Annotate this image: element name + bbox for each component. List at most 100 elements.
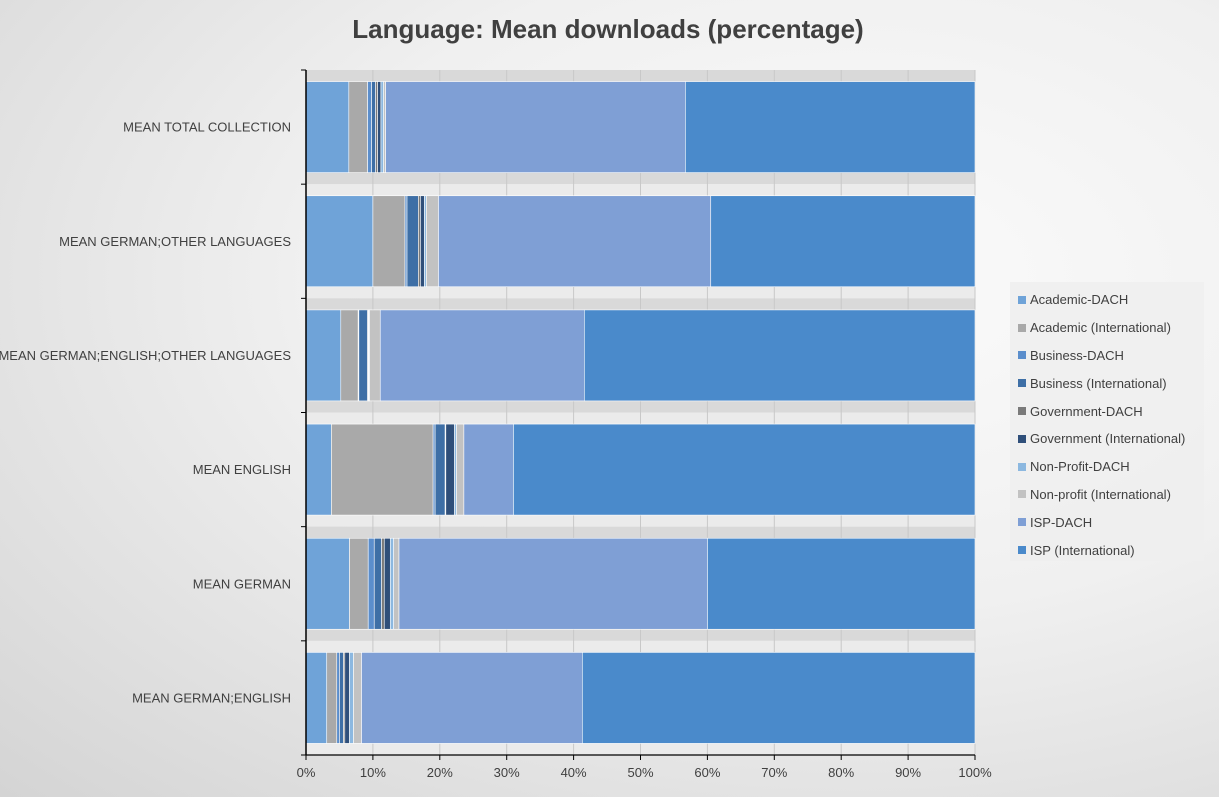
bar-segment [398,537,708,630]
bar-segment [383,81,386,173]
legend-item: Academic (International) [1018,314,1204,342]
bar-segment [348,81,368,173]
legend-swatch [1018,546,1026,555]
bar-segment [361,652,583,744]
x-tick-label: 0% [297,765,316,780]
legend-label: ISP-DACH [1030,514,1093,530]
bar-segment [438,195,712,288]
legend-swatch [1018,407,1026,416]
legend-swatch [1018,518,1026,527]
bar-segment [418,195,421,288]
legend-label: Academic (International) [1030,320,1171,336]
legend-swatch [1018,434,1026,443]
bar-segment [373,537,382,630]
legend-swatch [1018,462,1026,471]
bar-segment [424,195,427,288]
bar-segment [358,309,368,402]
category-label: MEAN GERMAN;ENGLISH;OTHER LANGUAGES [0,348,291,363]
legend-label: Non-Profit-DACH [1030,459,1130,475]
bar-segment [710,195,976,288]
legend-item: Non-Profit-DACH [1018,453,1204,481]
legend-swatch [1018,490,1026,499]
bar-segment [445,423,455,516]
bar-segment [305,195,374,288]
bar-segment [305,309,342,402]
x-tick-label: 30% [494,765,520,780]
chart-legend: Academic-DACH Academic (International) Bus… [1010,282,1204,561]
legend-item: Government (International) [1018,425,1204,453]
bar-segment [372,195,406,288]
bar-segment [383,537,391,630]
legend-item: Academic-DACH [1018,286,1204,314]
bar-segment [463,423,514,516]
bar-segment [513,423,976,516]
bar-segment [371,81,376,173]
chart-title: Language: Mean downloads (percentage) [352,14,864,44]
legend-item: Non-profit (International) [1018,481,1204,509]
x-tick-label: 90% [895,765,921,780]
bar-segment [685,81,976,173]
bar-segment [369,309,381,402]
legend-swatch [1018,323,1026,332]
bar-segment [381,537,385,630]
legend-swatch [1018,351,1026,360]
x-tick-label: 80% [828,765,854,780]
bar-segment [353,652,362,744]
bar-segment [331,423,434,516]
bar-segment [375,81,378,173]
bar-segment [389,537,394,630]
legend-label: Government-DACH [1030,403,1143,419]
bar-segment [344,652,350,744]
x-tick-label: 20% [427,765,453,780]
bar-segment [349,537,369,630]
bar-segment [305,423,332,516]
legend-item: Business-DACH [1018,342,1204,370]
bar-segment [456,423,465,516]
bar-segment [406,195,419,288]
bar-segment [377,81,382,173]
x-tick-label: 70% [761,765,787,780]
legend-item: Government-DACH [1018,397,1204,425]
x-tick-label: 50% [627,765,653,780]
bar-segment [581,652,976,744]
legend-label: Government (International) [1030,431,1186,447]
legend-label: Academic-DACH [1030,292,1129,308]
bar-segment [707,537,976,630]
category-label: MEAN GERMAN;ENGLISH [132,690,291,705]
bar-segment [380,81,384,173]
bar-segment [420,195,425,288]
bar-segment [404,195,408,288]
x-tick-label: 60% [694,765,720,780]
bar-segment [340,309,359,402]
bar-segment [385,81,686,173]
legend-swatch [1018,379,1026,388]
category-label: MEAN GERMAN [193,576,291,591]
bar-segment [367,81,372,173]
bar-segment [432,423,436,516]
legend-item: ISP-DACH [1018,508,1204,536]
bar-segment [367,537,375,630]
legend-label: ISP (International) [1030,542,1135,558]
bar-segment [326,652,338,744]
legend-label: Non-profit (International) [1030,486,1171,502]
legend-label: Business (International) [1030,375,1167,391]
bar-segment [379,309,585,402]
legend-swatch [1018,295,1026,304]
bar-segment [454,423,457,516]
legend-item: ISP (International) [1018,536,1204,564]
bar-segment [434,423,446,516]
bar-segment [305,652,328,744]
category-label: MEAN ENGLISH [193,462,291,477]
bar-segment [426,195,439,288]
x-tick-label: 10% [360,765,386,780]
bar-segment [305,537,350,630]
x-tick-label: 40% [561,765,587,780]
bar-segment [305,81,350,173]
category-label: MEAN TOTAL COLLECTION [123,120,291,135]
legend-label: Business-DACH [1030,347,1124,363]
bar-segment [336,652,340,744]
bar-segment [349,652,354,744]
legend-item: Business (International) [1018,369,1204,397]
